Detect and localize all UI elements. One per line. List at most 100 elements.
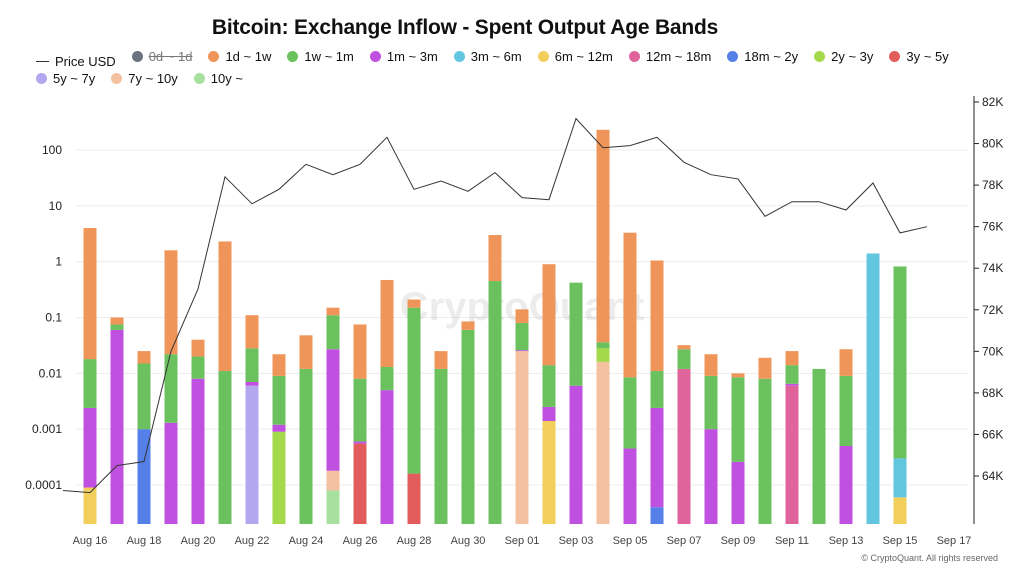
legend-item-10y-[interactable]: 10y ~ (193, 70, 243, 87)
x-tick-label: Sep 13 (829, 535, 864, 547)
legend-swatch (369, 51, 381, 62)
bar-segment-aug-27-1m-3m (380, 390, 394, 524)
legend-item-2y-3y[interactable]: 2y ~ 3y (814, 48, 873, 65)
bar-segment-aug-25-7y-10y (326, 470, 340, 491)
legend-item-7y-10y[interactable]: 7y ~ 10y (111, 70, 178, 87)
y-tick-label: 0.0001 (25, 478, 62, 492)
legend-label: 0d ~ 1d (148, 49, 193, 64)
legend-swatch (287, 51, 299, 62)
bar-segment-sep-14-3m-6m (866, 253, 880, 524)
bar-segment-sep-01-1d-1w (515, 309, 529, 323)
bar-segment-sep-02-1w-1m (542, 365, 556, 407)
x-tick-label: Sep 03 (559, 535, 594, 547)
bar-segment-sep-07-12m-18m (677, 368, 691, 524)
bar-segment-sep-02-6m-12m (542, 421, 556, 524)
bar-segment-aug-26-3y-5y (353, 443, 367, 524)
bar-segment-sep-06-1w-1m (650, 371, 664, 408)
bar-segment-sep-07-1w-1m (677, 349, 691, 369)
legend-swatch (111, 73, 123, 84)
x-tick-label: Aug 28 (397, 535, 432, 547)
bar-segment-aug-24-1d-1w (299, 335, 313, 369)
bar-segment-aug-22-1m-3m (245, 381, 259, 386)
bar-segment-aug-16-6m-12m (83, 487, 97, 524)
legend-swatch (889, 51, 901, 62)
legend-item-12m-18m[interactable]: 12m ~ 18m (628, 48, 712, 65)
x-tick-label: Aug 20 (181, 535, 216, 547)
legend-item-1d-1w[interactable]: 1d ~ 1w (208, 48, 271, 65)
bar-segment-aug-25-1d-1w (326, 307, 340, 316)
bar-segment-aug-26-1w-1m (353, 378, 367, 442)
legend-label: 6m ~ 12m (554, 49, 613, 64)
bar-segment-sep-01-7y-10y (515, 351, 529, 524)
y-tick-label: 0.001 (32, 422, 62, 436)
legend-item-5y-7y[interactable]: 5y ~ 7y (36, 70, 95, 87)
bar-segment-sep-09-1m-3m (731, 461, 745, 524)
bar-segment-sep-01-1m-3m (515, 350, 529, 352)
legend-item-0d-1d[interactable]: 0d ~ 1d (131, 48, 193, 65)
bar-segment-aug-25-1m-3m (326, 349, 340, 471)
bar-segment-aug-19-1w-1m (164, 354, 178, 423)
legend-label: 5y ~ 7y (53, 71, 96, 86)
legend-label: 3m ~ 6m (470, 49, 522, 64)
legend-label: 18m ~ 2y (744, 49, 799, 64)
y2-tick-label: 70K (982, 344, 1003, 358)
y2-tick-label: 78K (982, 178, 1003, 192)
legend-item-18m-2y[interactable]: 18m ~ 2y (727, 48, 798, 65)
legend-swatch (193, 73, 205, 84)
x-tick-label: Aug 30 (451, 535, 486, 547)
bar-segment-sep-09-1d-1w (731, 373, 745, 378)
legend-label: 12m ~ 18m (645, 49, 712, 64)
bar-segment-sep-08-1m-3m (704, 429, 718, 524)
bar-segment-aug-28-1w-1m (407, 307, 421, 474)
y-tick-label: 0.1 (45, 311, 62, 325)
legend-swatch (814, 51, 826, 62)
legend-item-1m-3m[interactable]: 1m ~ 3m (369, 48, 438, 65)
legend-item-1w-1m[interactable]: 1w ~ 1m (287, 48, 354, 65)
bar-segment-sep-11-1m-3m (785, 383, 799, 386)
bar-segment-sep-08-1d-1w (704, 354, 718, 376)
bar-segment-aug-23-2y-3y (272, 431, 286, 524)
chart-title: Bitcoin: Exchange Inflow - Spent Output … (211, 16, 719, 39)
bar-segment-sep-11-12m-18m (785, 385, 799, 524)
x-tick-label: Sep 05 (613, 535, 648, 547)
y2-tick-label: 68K (982, 386, 1003, 400)
bar-segment-sep-13-1w-1m (839, 375, 853, 446)
bar-segment-sep-15-3m-6m (893, 458, 907, 498)
bar-segment-aug-29-1d-1w (434, 351, 448, 369)
bar-segment-sep-13-1m-3m (839, 445, 853, 524)
legend-label: 3y ~ 5y (906, 49, 949, 64)
legend-item-price-usd[interactable]: Price USD (36, 53, 116, 70)
legend-item-6m-12m[interactable]: 6m ~ 12m (537, 48, 613, 65)
bar-segment-aug-23-1d-1w (272, 354, 286, 376)
price-usd-line (62, 117, 928, 494)
legend-item-3y-5y[interactable]: 3y ~ 5y (889, 48, 949, 65)
legend-swatch (453, 51, 465, 62)
bar-segment-sep-04-2y-3y (596, 348, 610, 362)
y2-tick-label: 80K (982, 137, 1003, 151)
bar-segment-aug-23-1w-1m (272, 375, 286, 425)
bar-segment-aug-18-1w-1m (137, 363, 151, 430)
y2-tick-label: 72K (982, 303, 1003, 317)
bar-segment-aug-17-1w-1m (110, 324, 124, 330)
legend-label: 1w ~ 1m (304, 49, 354, 64)
bar-segment-aug-25-10y- (326, 490, 340, 524)
bar-segment-aug-25-1w-1m (326, 315, 340, 350)
bar-segment-sep-05-1w-1m (623, 377, 637, 449)
bar-segment-aug-31-1d-1w (488, 235, 502, 282)
legend-swatch (36, 61, 49, 62)
legend-item-3m-6m[interactable]: 3m ~ 6m (453, 48, 522, 65)
bar-segment-sep-04-1d-1w (596, 129, 610, 343)
x-tick-label: Aug 26 (343, 535, 378, 547)
bar-segment-aug-23-1m-3m (272, 424, 286, 432)
bar-segment-aug-19-1m-3m (164, 422, 178, 524)
bar-segment-aug-26-1m-3m (353, 441, 367, 444)
bar-segment-sep-02-1m-3m (542, 406, 556, 422)
y-tick-label: 1 (55, 255, 62, 269)
bar-segment-aug-21-1w-1m (218, 371, 232, 524)
bar-segment-sep-07-1d-1w (677, 345, 691, 350)
legend-label: 1m ~ 3m (386, 49, 438, 64)
bar-segment-aug-22-5y-7y (245, 385, 259, 524)
bar-segment-aug-16-1d-1w (83, 228, 97, 360)
x-tick-label: Aug 24 (289, 535, 324, 547)
bar-segment-sep-05-1d-1w (623, 232, 637, 378)
